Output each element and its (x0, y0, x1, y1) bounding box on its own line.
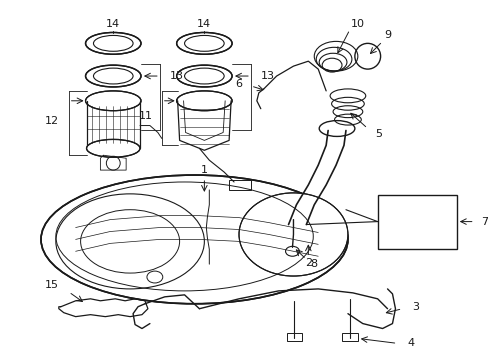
Text: 14: 14 (106, 19, 120, 28)
Text: 10: 10 (350, 19, 364, 28)
Text: 1: 1 (201, 165, 207, 175)
Text: 13: 13 (260, 71, 274, 81)
Bar (341, 333, 357, 341)
Ellipse shape (176, 91, 232, 111)
Ellipse shape (239, 193, 347, 276)
Ellipse shape (85, 91, 141, 111)
Bar (377, 195, 456, 249)
Text: 5: 5 (375, 130, 382, 139)
Text: 6: 6 (235, 79, 242, 89)
Text: 8: 8 (310, 259, 317, 269)
Ellipse shape (176, 32, 232, 54)
Ellipse shape (86, 139, 140, 157)
Ellipse shape (41, 175, 347, 304)
Text: 2: 2 (304, 258, 311, 268)
Bar (229, 180, 250, 190)
Text: 14: 14 (197, 19, 211, 28)
Text: 11: 11 (139, 111, 153, 121)
Ellipse shape (176, 65, 232, 87)
Text: 9: 9 (383, 31, 390, 40)
Bar (286, 333, 302, 341)
Ellipse shape (85, 32, 141, 54)
Text: 3: 3 (411, 302, 418, 312)
Text: 15: 15 (45, 280, 59, 290)
Text: 13: 13 (169, 71, 183, 81)
Text: 12: 12 (44, 116, 59, 126)
Text: 4: 4 (407, 338, 414, 348)
Text: 7: 7 (480, 217, 487, 226)
Ellipse shape (85, 65, 141, 87)
